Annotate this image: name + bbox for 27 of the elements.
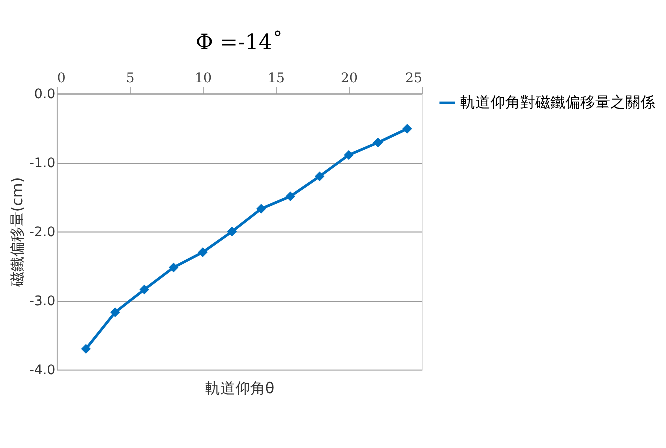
point (198, 248, 208, 258)
point (402, 124, 412, 134)
point (110, 308, 120, 318)
y-tick-label: -1.0 (30, 156, 56, 172)
y-tick-label: -4.0 (30, 364, 56, 379)
legend-label: 軌道仰角對磁鐵偏移量之關係 (460, 94, 656, 112)
y-tick-label: -2.0 (30, 226, 56, 241)
point (140, 284, 150, 295)
point (314, 172, 325, 182)
y-tick-label: -3.0 (30, 294, 56, 310)
point (286, 192, 296, 202)
x-tick-label: 10 (194, 72, 212, 87)
x-tick-label: 25 (406, 72, 422, 87)
x-axis-title: 軌道仰角θ (205, 379, 275, 398)
point (227, 226, 238, 237)
point (344, 150, 354, 160)
x-tick-label: 20 (340, 72, 358, 87)
chart-title: Φ =-14˚ (196, 30, 284, 56)
point (373, 138, 384, 148)
point (81, 344, 92, 354)
x-tick-label: 15 (268, 72, 285, 87)
point (168, 262, 179, 273)
y-tick-label: 0.0 (34, 88, 56, 103)
point (256, 204, 266, 214)
y-axis-title: 磁鐵偏移量(cm) (8, 177, 26, 288)
x-tick-label: 0 (57, 72, 66, 87)
x-tick-label: 5 (126, 72, 135, 87)
